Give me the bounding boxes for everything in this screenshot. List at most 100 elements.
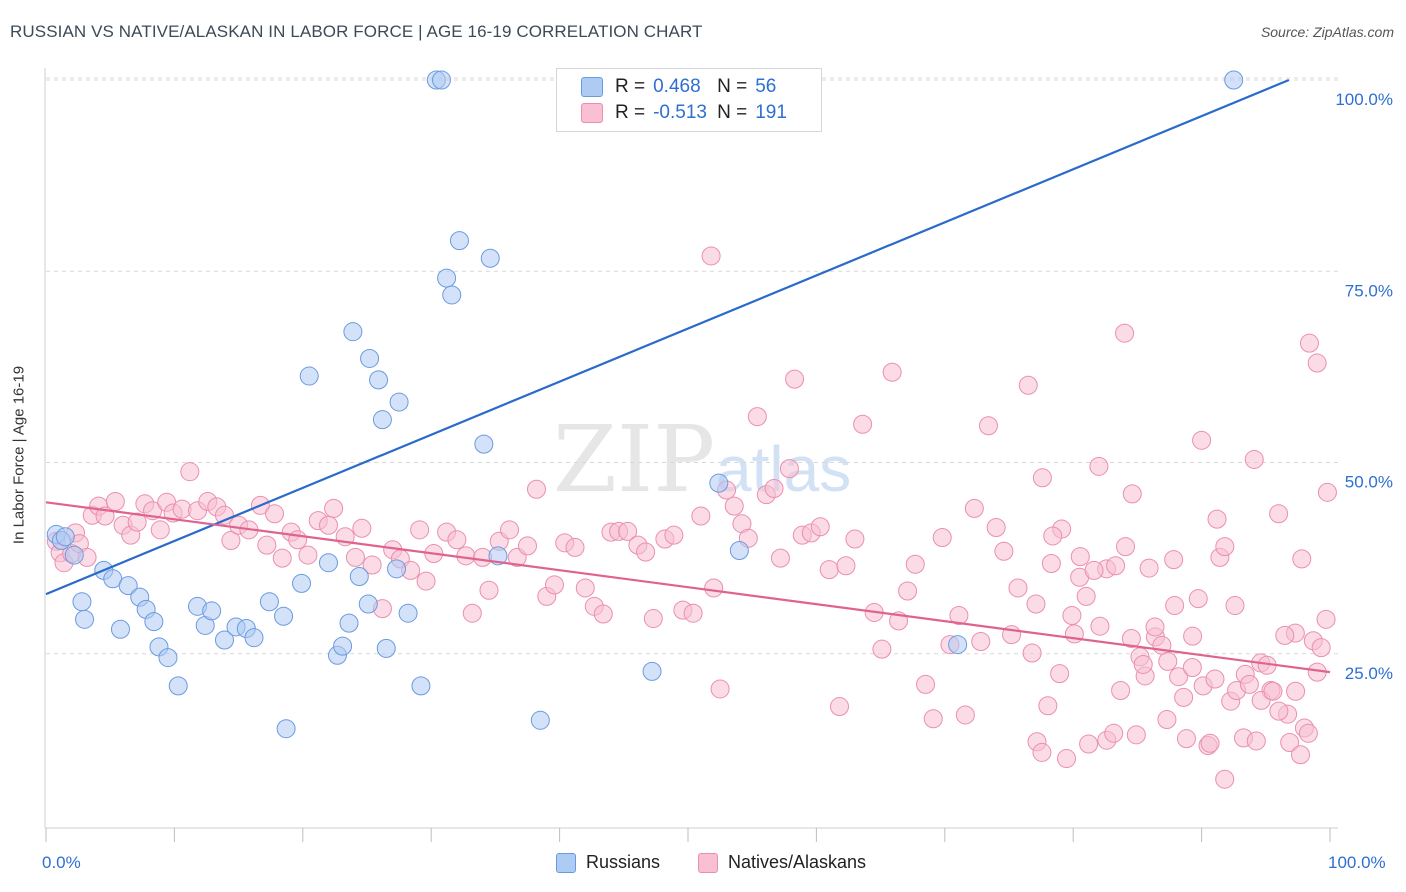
russians-point — [55, 527, 75, 547]
russians-point — [333, 636, 353, 656]
natives-trend-line — [45, 501, 1331, 674]
y-tick-label: 75.0% — [1345, 281, 1393, 300]
y-axis-label: In Labor Force | Age 16-19 — [10, 365, 28, 545]
natives-point — [1298, 723, 1318, 743]
natives-point — [1018, 375, 1038, 395]
natives-point — [575, 578, 595, 598]
russians-point — [339, 613, 359, 633]
bottom-legend-natives: Natives/Alaskans — [698, 852, 866, 873]
natives-point — [593, 604, 613, 624]
natives-point — [949, 606, 969, 625]
legend-row-russians: R = 0.468 N = 56 — [581, 74, 795, 100]
natives-point — [978, 416, 998, 436]
natives-point — [1215, 537, 1235, 557]
legend-n-value: 191 — [755, 102, 787, 123]
natives-point — [779, 459, 799, 479]
source-label: Source: ZipAtlas.com — [1260, 24, 1394, 40]
natives-point — [853, 414, 873, 434]
natives-point — [1239, 674, 1259, 694]
natives-point — [565, 537, 585, 557]
natives-point — [1062, 606, 1082, 625]
legend-n-value: 56 — [755, 76, 777, 97]
natives-point — [971, 632, 991, 652]
russians-point — [948, 635, 968, 655]
natives-point — [1145, 617, 1165, 637]
natives-point — [691, 506, 711, 526]
natives-point — [105, 492, 125, 512]
natives-point — [810, 517, 830, 537]
russians-legend-label: Russians — [586, 852, 661, 872]
natives-point — [1291, 745, 1311, 765]
legend-row-natives: R = -0.513 N = 191 — [581, 100, 795, 126]
natives-point — [1122, 484, 1142, 504]
watermark-zip: ZIP — [553, 406, 715, 513]
natives-point — [882, 362, 902, 382]
natives-point — [1157, 710, 1177, 730]
russians-point — [202, 601, 222, 621]
russians-point — [1224, 70, 1244, 90]
natives-point — [180, 462, 200, 482]
natives-point — [214, 505, 234, 525]
russians-point — [437, 268, 457, 288]
natives-point — [872, 639, 892, 659]
natives-point — [1133, 654, 1153, 674]
natives-point — [526, 479, 546, 499]
natives-point — [1311, 638, 1331, 658]
russians-point — [318, 553, 338, 573]
natives-point — [265, 504, 285, 524]
russians-point — [372, 410, 392, 430]
russians-point — [358, 594, 378, 614]
natives-point — [770, 548, 790, 568]
natives-point — [923, 709, 943, 729]
natives-point — [345, 547, 365, 567]
natives-point — [898, 581, 918, 601]
natives-point — [1269, 504, 1289, 524]
natives-point — [1307, 353, 1327, 373]
natives-point — [830, 697, 850, 717]
natives-point — [1200, 733, 1220, 753]
natives-point — [1032, 742, 1052, 762]
natives-point — [1026, 594, 1046, 614]
russians-point — [729, 540, 749, 560]
bottom-legend-russians: Russians — [556, 852, 660, 873]
natives-point — [1269, 701, 1289, 721]
natives-point — [724, 496, 744, 516]
natives-point — [1316, 609, 1336, 629]
russians-point — [411, 676, 431, 696]
russians-point — [442, 285, 462, 305]
natives-point — [257, 535, 277, 555]
chart-title: RUSSIAN VS NATIVE/ALASKAN IN LABOR FORCE… — [10, 22, 703, 41]
natives-point — [298, 545, 318, 565]
legend-r-label: R = — [615, 76, 646, 97]
natives-point — [1174, 687, 1194, 707]
russians-point — [158, 648, 178, 668]
y-tick-label: 50.0% — [1345, 473, 1393, 492]
natives-point — [819, 560, 839, 580]
natives-point — [221, 531, 241, 551]
russians-point — [64, 545, 84, 565]
russians-point — [292, 573, 312, 593]
russians-point — [642, 661, 662, 681]
natives-point — [1106, 556, 1126, 576]
correlation-legend: R = 0.468 N = 56 R = -0.513 N = 191 — [556, 68, 822, 132]
natives-legend-label: Natives/Alaskans — [728, 852, 867, 872]
natives-point — [905, 554, 925, 574]
russians-point — [530, 710, 550, 730]
natives-point — [964, 498, 984, 518]
natives-point — [1057, 749, 1077, 769]
russians-point — [274, 606, 294, 626]
natives-point — [1215, 769, 1235, 789]
y-tick-label: 25.0% — [1345, 664, 1393, 683]
russians-point — [389, 392, 409, 412]
natives-point — [764, 479, 784, 499]
natives-point — [932, 527, 952, 547]
natives-point — [1176, 729, 1196, 749]
russians-point — [398, 603, 418, 623]
natives-point — [704, 578, 724, 598]
natives-point — [479, 580, 499, 600]
natives-point — [1111, 680, 1131, 700]
x-axis-max-label: 100.0% — [1328, 853, 1386, 872]
natives-point — [1089, 456, 1109, 476]
natives-point — [845, 529, 865, 549]
natives-point — [836, 556, 856, 576]
